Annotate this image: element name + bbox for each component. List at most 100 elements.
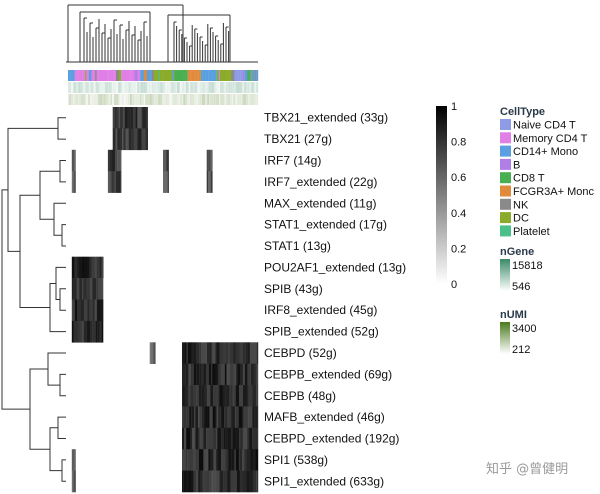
heatmap-cell <box>133 107 136 129</box>
celltype-cell <box>210 70 214 81</box>
annotation-cell <box>236 82 239 93</box>
annotation-cell <box>173 94 177 105</box>
heatmap-cell <box>107 149 111 172</box>
annotation-cell <box>119 82 122 93</box>
celltype-cell <box>224 70 228 81</box>
heatmap-cell <box>87 299 90 322</box>
celltype-cell <box>126 70 129 81</box>
heatmap-cell <box>120 171 122 193</box>
annotation-cell <box>220 94 222 105</box>
annotation-cell <box>107 82 110 93</box>
heatmap-cell <box>92 278 97 300</box>
heatmap-cell <box>225 406 228 429</box>
celltype-cell <box>179 70 183 81</box>
heatmap-cell <box>246 449 251 471</box>
annotation-cell <box>186 94 189 105</box>
celltype-cell <box>129 70 132 81</box>
heatmap-cell <box>202 470 206 493</box>
annotation-cell <box>238 82 242 93</box>
annotation-cell <box>82 82 84 93</box>
annotation-cell <box>202 82 206 93</box>
celltype-cell <box>198 70 200 81</box>
annotation-cell <box>210 94 213 105</box>
heatmap-cell <box>83 278 87 300</box>
celltype-cell <box>91 70 94 81</box>
annotation-cell <box>207 82 210 93</box>
heatmap-cell <box>71 149 75 172</box>
annotation-cell <box>181 82 184 93</box>
heatmap-cell <box>235 406 239 429</box>
heatmap-cell <box>217 427 222 450</box>
annotation-cell <box>131 94 134 105</box>
celltype-cell <box>81 70 83 81</box>
celltype-cell <box>98 70 101 81</box>
annotation-cell <box>181 94 184 105</box>
annotation-cell <box>176 94 180 105</box>
annotation-cell <box>88 82 91 93</box>
celltype-legend-label: Naive CD4 T <box>513 120 576 132</box>
annotation-cell <box>229 94 232 105</box>
heatmap-cell <box>138 128 142 151</box>
heatmap-cell <box>89 299 94 322</box>
annotation-cell <box>139 94 142 105</box>
celltype-cell <box>134 70 138 81</box>
heatmap-cell <box>204 406 209 429</box>
heatmap-cell <box>215 342 218 364</box>
heatmap-cell <box>187 470 192 493</box>
celltype-cell <box>202 70 204 81</box>
heatmap-cell <box>122 107 125 129</box>
celltype-cell <box>96 70 99 81</box>
heatmap-cell <box>231 427 233 450</box>
heatmap-cell <box>196 342 200 364</box>
ngene-legend-min: 546 <box>512 281 530 293</box>
celltype-cell <box>174 70 178 81</box>
annotation-cell <box>128 94 131 105</box>
celltype-cell <box>121 70 124 81</box>
celltype-cell <box>159 70 163 81</box>
colorbar-tick-label: 0.2 <box>451 243 466 255</box>
celltype-cell <box>194 70 196 81</box>
annotation-cell <box>242 82 245 93</box>
heatmap-cell <box>247 427 250 450</box>
heatmap-cell <box>217 342 220 364</box>
heatmap-cell <box>211 363 213 386</box>
heatmap-cell <box>101 256 104 279</box>
heatmap-cell <box>112 128 116 151</box>
heatmap-cell <box>107 171 110 193</box>
heatmap-row <box>182 363 259 386</box>
celltype-cell <box>177 70 181 81</box>
heatmap-cell <box>194 406 196 429</box>
heatmap-cell <box>208 406 210 429</box>
annotation-cell <box>92 94 95 105</box>
heatmap-cell <box>256 385 259 407</box>
heatmap-cell <box>71 470 74 493</box>
heatmap-cell <box>189 406 192 429</box>
annotation-cell <box>172 94 174 105</box>
heatmap-cell <box>226 342 229 364</box>
celltype-cell <box>236 70 239 81</box>
heatmap-cell <box>255 342 258 364</box>
heatmap-cell <box>238 342 240 364</box>
heatmap-cell <box>92 256 95 279</box>
annotation-cell <box>121 82 124 93</box>
celltype-cell <box>150 70 152 81</box>
heatmap-cell <box>167 171 169 193</box>
heatmap-cell <box>184 427 187 450</box>
heatmap-cell <box>203 363 207 386</box>
celltype-cell <box>78 70 82 81</box>
celltype-cell <box>218 70 221 81</box>
heatmap-cell <box>219 385 223 407</box>
annotation-cell <box>190 82 193 93</box>
row-labels: TBX21_extended (33g) TBX21 (27g) IRF7 (14g… <box>264 111 406 489</box>
annotation-cell <box>79 94 81 105</box>
celltype-cell <box>185 70 188 81</box>
heatmap-cell <box>250 363 252 386</box>
heatmap-cell <box>225 449 229 471</box>
celltype-legend-swatch <box>500 158 511 170</box>
heatmap-cell <box>101 320 104 343</box>
heatmap-cell <box>245 406 249 429</box>
annotation-cell <box>164 82 166 93</box>
heatmap-cell <box>232 385 234 407</box>
heatmap-cell <box>203 427 207 450</box>
